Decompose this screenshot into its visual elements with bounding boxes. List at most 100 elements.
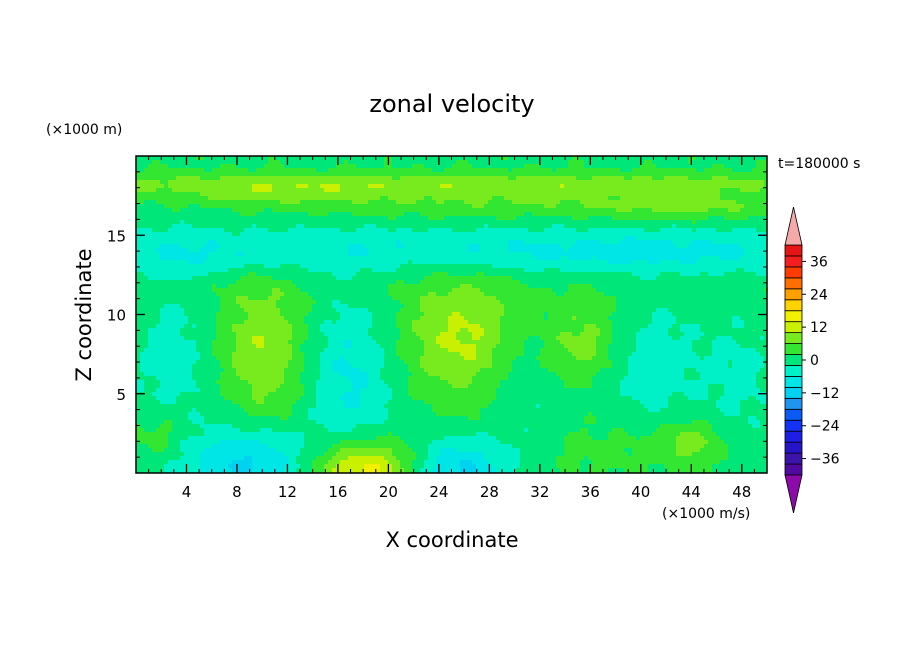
heatmap-cell — [668, 240, 673, 245]
heatmap-cell — [164, 212, 169, 217]
heatmap-cell — [672, 264, 677, 269]
heatmap-cell — [740, 244, 745, 249]
heatmap-cell — [760, 196, 765, 201]
heatmap-cell — [336, 180, 341, 185]
heatmap-cell — [396, 204, 401, 209]
heatmap-cell — [356, 204, 361, 209]
heatmap-cell — [256, 196, 261, 201]
heatmap-cell — [320, 268, 325, 273]
heatmap-cell — [548, 188, 553, 193]
heatmap-cell — [692, 244, 697, 249]
heatmap-cell — [696, 200, 701, 205]
heatmap-cell — [280, 196, 285, 201]
heatmap-cell — [524, 272, 529, 277]
heatmap-cell — [712, 216, 717, 221]
heatmap-cell — [672, 256, 677, 261]
heatmap-cell — [508, 260, 513, 265]
heatmap-cell — [488, 244, 493, 249]
heatmap-cell — [372, 196, 377, 201]
heatmap-cell — [472, 188, 477, 193]
heatmap-cell — [576, 276, 581, 281]
heatmap-cell — [264, 208, 269, 213]
heatmap-cell — [336, 192, 341, 197]
heatmap-cell — [216, 160, 221, 165]
heatmap-cell — [644, 252, 649, 257]
heatmap-cell — [376, 244, 381, 249]
heatmap-cell — [452, 264, 457, 269]
heatmap-cell — [396, 188, 401, 193]
heatmap-cell — [164, 220, 169, 225]
heatmap-cell — [748, 240, 753, 245]
heatmap-cell — [428, 272, 433, 277]
heatmap-cell — [416, 200, 421, 205]
heatmap-cell — [500, 260, 505, 265]
heatmap-cell — [496, 176, 501, 181]
heatmap-cell — [632, 228, 637, 233]
heatmap-cell — [732, 260, 737, 265]
heatmap-cell — [724, 236, 729, 241]
heatmap-cell — [740, 224, 745, 229]
heatmap-cell — [340, 160, 345, 165]
heatmap-cell — [344, 280, 349, 285]
heatmap-cell — [340, 252, 345, 257]
heatmap-cell — [204, 268, 209, 273]
heatmap-cell — [428, 224, 433, 229]
heatmap-cell — [336, 260, 341, 265]
heatmap-cell — [380, 204, 385, 209]
heatmap-cell — [192, 260, 197, 265]
heatmap-cell — [384, 184, 389, 189]
heatmap-cell — [624, 168, 629, 173]
heatmap-cell — [472, 260, 477, 265]
heatmap-cell — [584, 256, 589, 261]
heatmap-cell — [604, 252, 609, 257]
heatmap-cell — [504, 164, 509, 169]
heatmap-cell — [280, 164, 285, 169]
heatmap-cell — [528, 252, 533, 257]
heatmap-cell — [464, 276, 469, 281]
heatmap-cell — [316, 248, 321, 253]
heatmap-cell — [272, 268, 277, 273]
heatmap-cell — [244, 272, 249, 277]
heatmap-cell — [632, 168, 637, 173]
heatmap-cell — [604, 224, 609, 229]
heatmap-cell — [700, 228, 705, 233]
heatmap-cell — [268, 160, 273, 165]
heatmap-cell — [508, 264, 513, 269]
heatmap-cell — [208, 224, 213, 229]
heatmap-cell — [424, 276, 429, 281]
heatmap-cell — [680, 264, 685, 269]
heatmap-cell — [588, 172, 593, 177]
heatmap-cell — [604, 188, 609, 193]
heatmap-cell — [444, 204, 449, 209]
heatmap-cell — [224, 220, 229, 225]
heatmap-cell — [644, 196, 649, 201]
heatmap-cell — [460, 276, 465, 281]
heatmap-cell — [180, 216, 185, 221]
heatmap-cell — [308, 200, 313, 205]
heatmap-cell — [408, 168, 413, 173]
heatmap-cell — [232, 200, 237, 205]
heatmap-cell — [304, 200, 309, 205]
heatmap-cell — [488, 204, 493, 209]
heatmap-cell — [356, 180, 361, 185]
heatmap-cell — [172, 172, 177, 177]
heatmap-cell — [428, 216, 433, 221]
heatmap-cell — [460, 188, 465, 193]
heatmap-cell — [748, 172, 753, 177]
heatmap-cell — [168, 276, 173, 281]
heatmap-cell — [312, 268, 317, 273]
heatmap-cell — [600, 160, 605, 165]
heatmap-cell — [416, 168, 421, 173]
heatmap-cell — [564, 252, 569, 257]
heatmap-cell — [664, 180, 669, 185]
heatmap-cell — [736, 196, 741, 201]
heatmap-cell — [416, 280, 421, 285]
heatmap-cell — [728, 180, 733, 185]
heatmap-cell — [708, 240, 713, 245]
heatmap-cell — [468, 184, 473, 189]
heatmap-cell — [432, 272, 437, 277]
heatmap-cell — [516, 264, 521, 269]
heatmap-cell — [140, 240, 145, 245]
heatmap-cell — [376, 208, 381, 213]
heatmap-cell — [364, 280, 369, 285]
